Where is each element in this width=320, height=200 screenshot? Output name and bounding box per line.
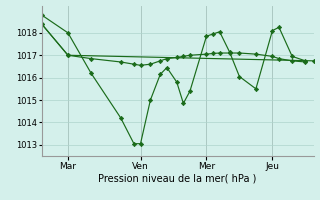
X-axis label: Pression niveau de la mer( hPa ): Pression niveau de la mer( hPa ) bbox=[99, 173, 257, 183]
